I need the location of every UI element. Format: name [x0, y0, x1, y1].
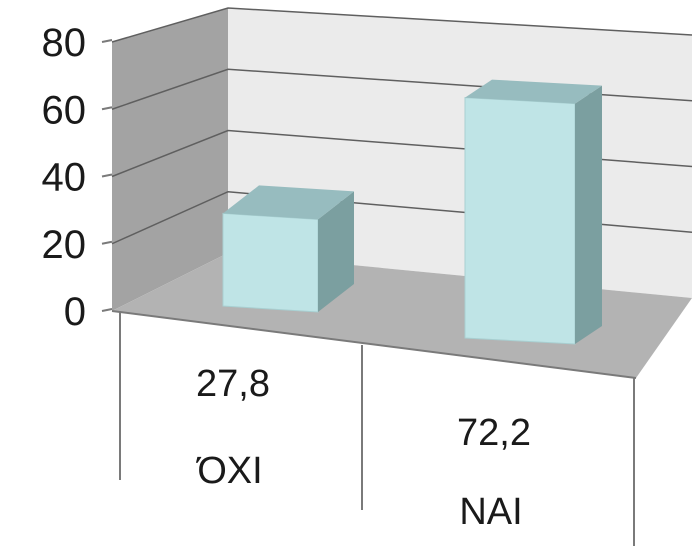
bar-2: [464, 79, 602, 345]
y-axis-ticks: 0 20 40 60 80: [42, 21, 113, 334]
tick-mark-1: [101, 240, 113, 245]
tick-mark-3: [101, 106, 113, 111]
tick-mark-2: [101, 173, 113, 178]
category-label-1: ΌΧΙ: [195, 450, 262, 492]
bar-2-side: [575, 85, 602, 344]
y-tick-label-3: 60: [42, 88, 87, 132]
y-tick-label-2: 40: [42, 156, 87, 200]
bar-2-top: [465, 79, 602, 104]
tick-mark-4: [101, 39, 113, 43]
value-label-2: 72,2: [457, 412, 531, 454]
gridline-4: [111, 7, 692, 43]
y-tick-label-4: 80: [42, 21, 87, 65]
y-tick-label-0: 0: [64, 290, 86, 334]
y-tick-label-1: 20: [42, 223, 87, 267]
bars: [222, 79, 602, 345]
bar-1: [222, 185, 354, 313]
chart-side-wall: [112, 8, 228, 311]
value-label-1: 27,8: [196, 363, 270, 405]
bar-1-side: [318, 191, 354, 312]
tick-mark-0: [101, 308, 113, 312]
bar-1-front: [222, 212, 319, 313]
table-line-top: [111, 310, 637, 379]
category-table: [111, 310, 637, 546]
category-label-2: ΝΑΙ: [459, 491, 522, 533]
bar-2-front: [464, 97, 576, 345]
bar-1-top: [223, 185, 354, 220]
